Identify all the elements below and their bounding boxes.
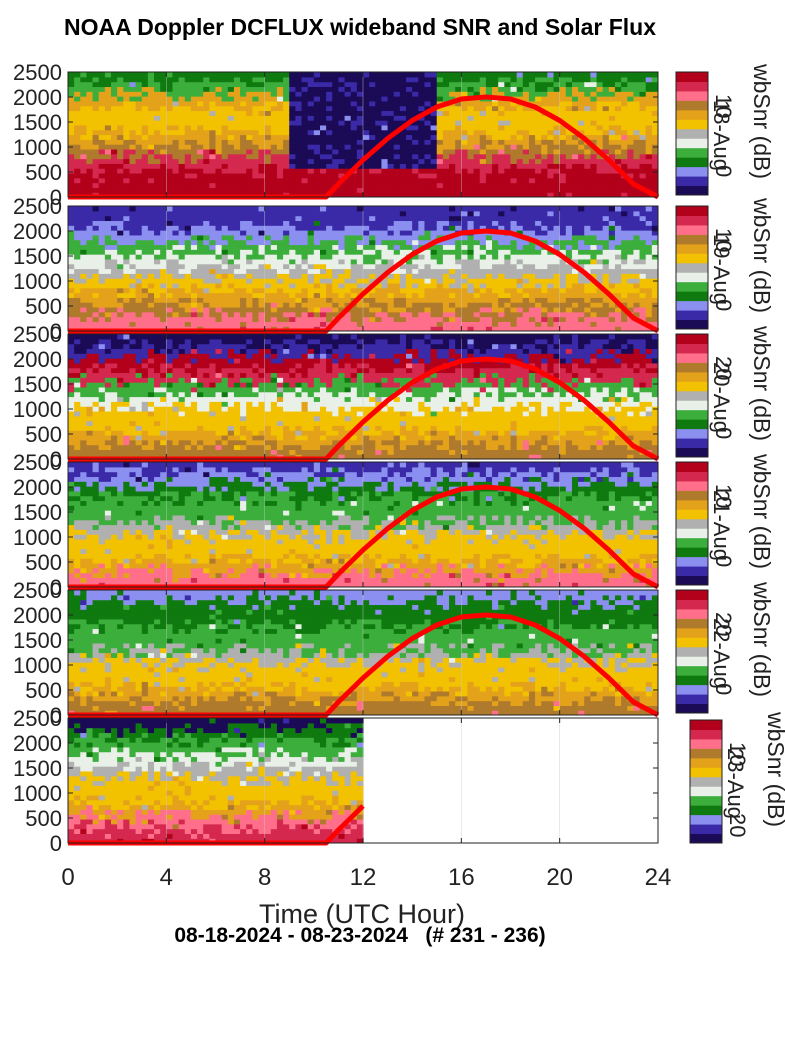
colorbar-tick-label: 20: [725, 813, 750, 837]
colorbar-axis-label: wbSnr (dB): [749, 581, 775, 697]
y-tick-label: 1500: [13, 110, 62, 135]
panel-date-label: 23-Aug: [723, 748, 748, 819]
y-tick-label: 500: [25, 678, 62, 703]
x-axis: 0 4 8 12 16 20 24 Time (UTC Hour): [61, 864, 671, 929]
y-tick-label: 0: [50, 575, 62, 600]
colorbar: 10 021-Aug wbSnr (dB): [675, 453, 775, 586]
chart-title: NOAA Doppler DCFLUX wideband SNR and Sol…: [63, 14, 657, 40]
y-tick-label: 1000: [13, 397, 62, 422]
y-tick-label: 2000: [13, 731, 62, 756]
x-tick-label: 16: [448, 864, 475, 891]
heatmap-cells: [68, 462, 658, 587]
y-tick-label: 2500: [13, 450, 62, 475]
y-tick-label: 500: [25, 550, 62, 575]
y-tick-label: 1500: [13, 372, 62, 397]
solar-flux-line: [68, 484, 660, 590]
colorbar-axis-label: wbSnr (dB): [749, 325, 775, 441]
y-tick-label: 1000: [13, 653, 62, 678]
y-tick-label: 1000: [13, 135, 62, 160]
colorbar-tick-label: 10: [711, 228, 736, 252]
colorbar-axis-label: wbSnr (dB): [749, 63, 775, 179]
x-tick-label: 20: [546, 864, 573, 891]
y-tick-label: 1000: [13, 781, 62, 806]
colorbar: 10 019-Aug wbSnr (dB): [675, 197, 775, 330]
y-tick-label: 2500: [13, 322, 62, 347]
y-tick-label: 2000: [13, 219, 62, 244]
colorbar-axis-label: wbSnr (dB): [749, 197, 775, 313]
solar-flux-line: [68, 356, 660, 462]
x-tick-label: 4: [160, 864, 173, 891]
colorbar-tick-label: 10: [725, 742, 750, 766]
colorbar-tick-label: 0: [711, 427, 736, 439]
colorbar: 20 020-Aug wbSnr (dB): [675, 325, 775, 458]
y-tick-label: 0: [50, 185, 62, 210]
y-tick-label: 500: [25, 806, 62, 831]
colorbar-tick-label: 20: [711, 356, 736, 380]
heatmap-cells: [68, 718, 364, 843]
y-tick-label: 2000: [13, 603, 62, 628]
y-tick-label: 2500: [13, 60, 62, 85]
y-tick-label: 2500: [13, 706, 62, 731]
y-tick-label: 0: [50, 831, 62, 856]
y-tick-label: 2500: [13, 578, 62, 603]
colorbar-tick-label: 10: [711, 484, 736, 508]
y-tick-label: 0: [50, 447, 62, 472]
solar-flux-line: [68, 228, 660, 334]
y-tick-label: 1500: [13, 500, 62, 525]
y-tick-label: 0: [50, 319, 62, 344]
y-tick-label: 1500: [13, 756, 62, 781]
y-tick-label: 500: [25, 422, 62, 447]
y-tick-label: 2500: [13, 194, 62, 219]
colorbar-tick-label: 10: [711, 94, 736, 118]
solar-flux-line: [68, 612, 660, 718]
y-tick-label: 500: [25, 294, 62, 319]
y-tick-label: 500: [25, 160, 62, 185]
x-axis-label: Time (UTC Hour): [259, 899, 465, 929]
colorbar-axis-label: wbSnr (dB): [763, 711, 785, 827]
y-tick-label: 0: [50, 703, 62, 728]
heatmap-cells: [68, 334, 658, 459]
colorbar-tick-label: 0: [711, 299, 736, 311]
date-range-footer: 08-18-2024 - 08-23-2024 (# 231 - 236): [174, 924, 546, 947]
x-tick-label: 12: [350, 864, 377, 891]
y-tick-label: 2000: [13, 475, 62, 500]
panel-date-label: 21-Aug: [709, 490, 734, 561]
solar-flux-line: [68, 94, 660, 200]
colorbar: 10 018-Aug wbSnr (dB): [675, 63, 775, 196]
colorbar-tick-label: 0: [711, 555, 736, 567]
y-tick-label: 1000: [13, 269, 62, 294]
colorbar-tick-label: 0: [711, 165, 736, 177]
x-tick-label: 24: [645, 864, 672, 891]
colorbar: 20 022-Aug wbSnr (dB): [675, 581, 775, 714]
y-tick-label: 1000: [13, 525, 62, 550]
heatmap-cells: [68, 590, 658, 715]
colorbar-axis-label: wbSnr (dB): [749, 453, 775, 569]
x-tick-label: 0: [61, 864, 74, 891]
colorbar-tick-label: 0: [711, 683, 736, 695]
y-tick-label: 1500: [13, 244, 62, 269]
y-tick-label: 2000: [13, 347, 62, 372]
colorbar-tick-label: 20: [711, 612, 736, 636]
panel-date-label: 22-Aug: [709, 618, 734, 689]
y-tick-label: 2000: [13, 85, 62, 110]
panel-date-label: 20-Aug: [709, 362, 734, 433]
y-tick-label: 1500: [13, 628, 62, 653]
heatmap-cells: [68, 72, 658, 197]
panel-date-label: 18-Aug: [709, 100, 734, 171]
panel-date-label: 19-Aug: [709, 234, 734, 305]
x-tick-label: 8: [258, 864, 271, 891]
